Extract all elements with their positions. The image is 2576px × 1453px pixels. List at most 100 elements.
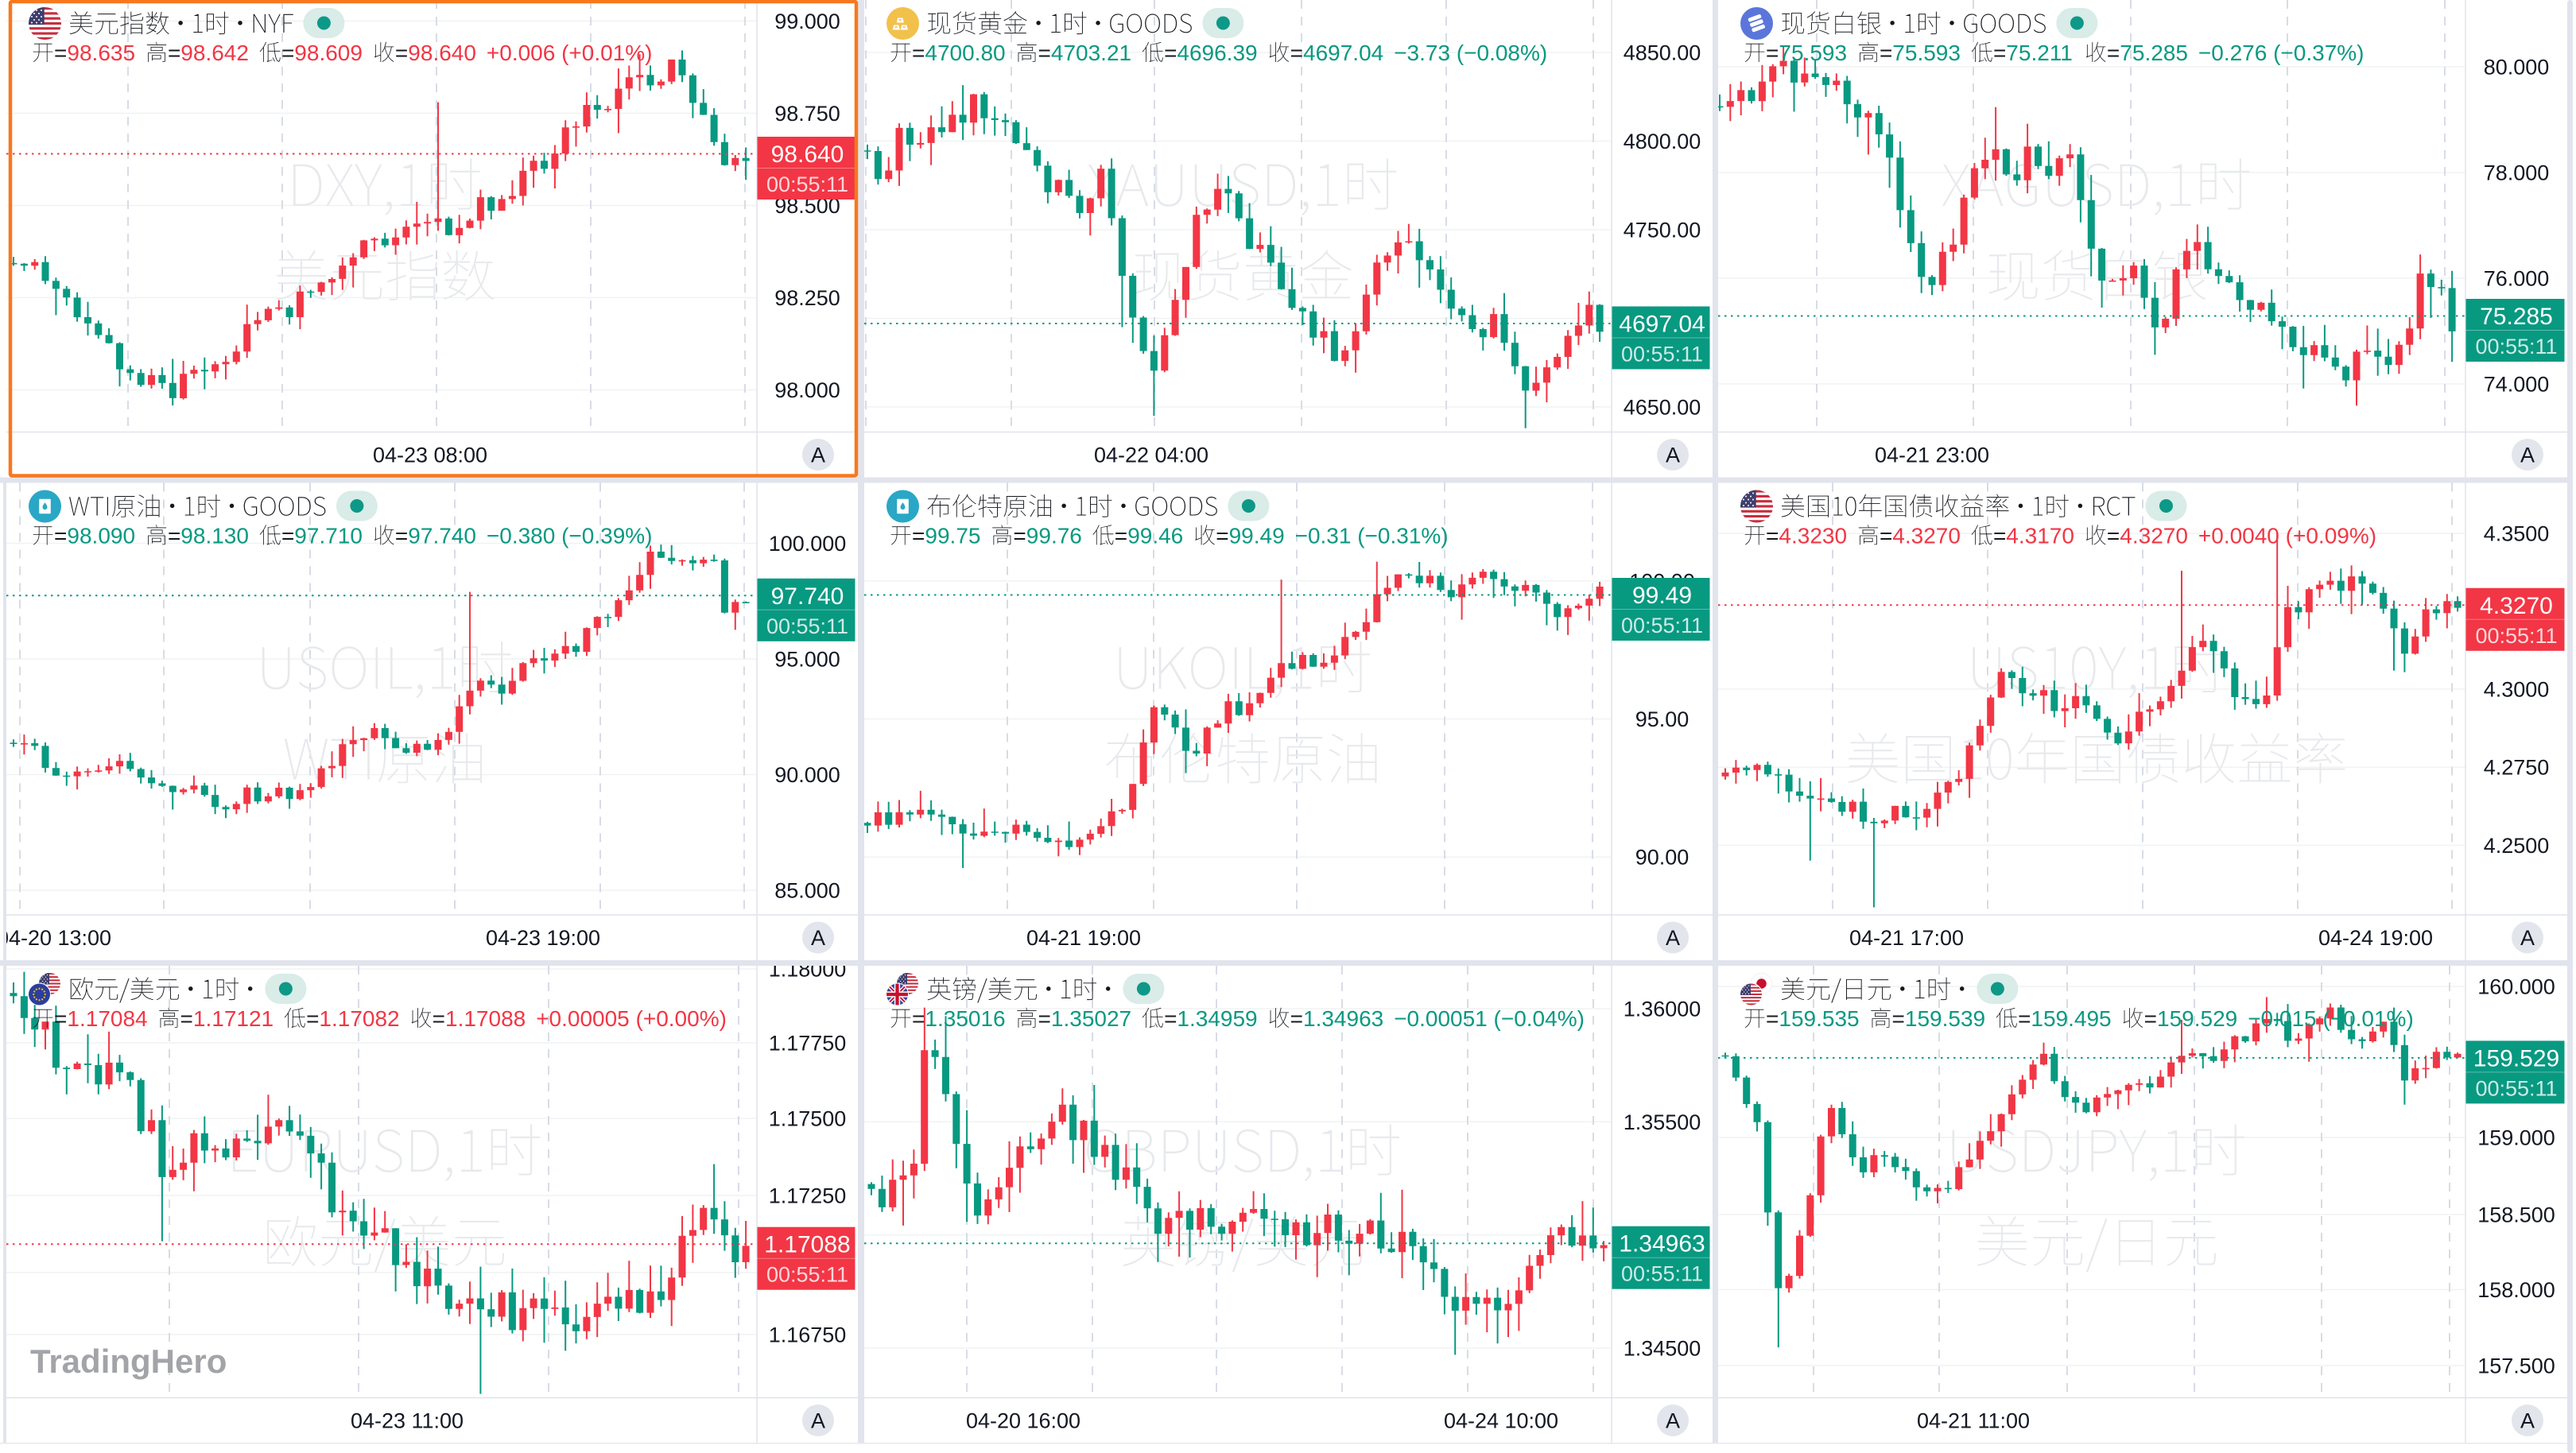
svg-text:98.130: 98.130	[180, 524, 249, 548]
svg-text:75.593: 75.593	[1779, 41, 1847, 65]
svg-text:=: =	[1164, 41, 1177, 65]
svg-text:1.34959: 1.34959	[1177, 1006, 1257, 1031]
svg-text:98.640: 98.640	[771, 141, 844, 168]
svg-text:04-24 19:00: 04-24 19:00	[2318, 926, 2433, 950]
svg-text:158.000: 158.000	[2477, 1278, 2555, 1302]
svg-text:=: =	[54, 524, 67, 548]
svg-text:04-21 17:00: 04-21 17:00	[1849, 926, 1964, 950]
svg-text:=: =	[1880, 524, 1892, 548]
svg-text:=: =	[912, 1006, 925, 1031]
svg-text:A: A	[1666, 444, 1680, 467]
svg-text:4750.00: 4750.00	[1624, 219, 1701, 242]
svg-text:04-20 16:00: 04-20 16:00	[966, 1409, 1080, 1433]
svg-text:1.34500: 1.34500	[1624, 1337, 1701, 1361]
svg-text:159.539: 159.539	[1905, 1006, 1985, 1031]
svg-text:=: =	[1766, 41, 1779, 65]
svg-text:100.000: 100.000	[769, 532, 847, 556]
svg-text:4696.39: 4696.39	[1177, 41, 1257, 65]
svg-text:1.17750: 1.17750	[769, 1032, 847, 1056]
svg-text:90.000: 90.000	[774, 763, 840, 787]
svg-text:98.000: 98.000	[774, 378, 840, 402]
svg-text:158.500: 158.500	[2477, 1203, 2555, 1227]
svg-text:−0.31 (−0.31%): −0.31 (−0.31%)	[1295, 524, 1449, 548]
svg-text:98.250: 98.250	[774, 286, 840, 310]
svg-text:98.609: 98.609	[294, 41, 363, 65]
svg-text:A: A	[2520, 444, 2535, 467]
svg-text:04-21 19:00: 04-21 19:00	[1026, 926, 1141, 950]
svg-text:4.3000: 4.3000	[2484, 677, 2550, 701]
svg-text:−0.276 (−0.37%): −0.276 (−0.37%)	[2198, 41, 2365, 65]
svg-text:=: =	[1290, 1006, 1303, 1031]
svg-text:1.35027: 1.35027	[1051, 1006, 1131, 1031]
svg-text:1.35016: 1.35016	[925, 1006, 1005, 1031]
svg-text:=: =	[1290, 41, 1303, 65]
svg-text:04-24 10:00: 04-24 10:00	[1444, 1409, 1558, 1433]
svg-text:99.49: 99.49	[1229, 524, 1285, 548]
svg-text:159.529: 159.529	[2157, 1006, 2237, 1031]
svg-text:98.090: 98.090	[67, 524, 135, 548]
svg-text:75.593: 75.593	[1892, 41, 1961, 65]
svg-text:99.76: 99.76	[1026, 524, 1082, 548]
svg-text:4697.04: 4697.04	[1619, 312, 1705, 338]
svg-text:1.17088: 1.17088	[764, 1232, 850, 1258]
svg-text:=: =	[1216, 524, 1228, 548]
svg-text:99.46: 99.46	[1127, 524, 1183, 548]
svg-text:75.285: 75.285	[2480, 304, 2553, 330]
svg-text:4.3230: 4.3230	[1779, 524, 1847, 548]
svg-text:90.00: 90.00	[1635, 846, 1690, 870]
svg-text:4850.00: 4850.00	[1624, 41, 1701, 65]
svg-text:=: =	[2107, 41, 2120, 65]
svg-text:=: =	[2107, 524, 2120, 548]
svg-text:4.3270: 4.3270	[2480, 593, 2553, 619]
svg-text:=: =	[1880, 41, 1892, 65]
svg-text:04-23 19:00: 04-23 19:00	[486, 926, 600, 950]
svg-text:−0.00051 (−0.04%): −0.00051 (−0.04%)	[1394, 1006, 1585, 1031]
svg-text:4703.21: 4703.21	[1051, 41, 1131, 65]
svg-text:99.000: 99.000	[774, 10, 840, 33]
svg-text:A: A	[811, 1409, 825, 1433]
svg-text:=: =	[180, 1006, 193, 1031]
svg-text:=: =	[168, 524, 180, 548]
svg-text:4.3270: 4.3270	[2120, 524, 2188, 548]
svg-text:A: A	[1666, 926, 1680, 950]
svg-text:=: =	[395, 524, 408, 548]
svg-text:1.17500: 1.17500	[769, 1107, 847, 1131]
svg-text:00:55:11: 00:55:11	[766, 172, 848, 196]
svg-text:=: =	[1038, 41, 1051, 65]
svg-text:=: =	[1892, 1006, 1905, 1031]
svg-text:97.710: 97.710	[294, 524, 363, 548]
svg-text:1.36000: 1.36000	[1624, 998, 1701, 1021]
svg-text:76.000: 76.000	[2484, 267, 2550, 291]
svg-text:75.285: 75.285	[2120, 41, 2188, 65]
svg-text:95.000: 95.000	[774, 648, 840, 672]
svg-text:+0.00005 (+0.00%): +0.00005 (+0.00%)	[536, 1006, 727, 1031]
svg-text:85.000: 85.000	[774, 879, 840, 903]
svg-text:−0.380 (−0.39%): −0.380 (−0.39%)	[487, 524, 653, 548]
svg-text:95.00: 95.00	[1635, 707, 1690, 731]
svg-text:04-23 08:00: 04-23 08:00	[373, 444, 487, 467]
svg-text:4.3270: 4.3270	[1892, 524, 1961, 548]
svg-text:=: =	[306, 1006, 319, 1031]
svg-text:4.2500: 4.2500	[2484, 834, 2550, 858]
svg-text:=: =	[912, 41, 925, 65]
svg-text:=: =	[54, 1006, 67, 1031]
svg-text:75.211: 75.211	[2006, 41, 2073, 65]
svg-text:99.75: 99.75	[925, 524, 980, 548]
svg-text:1.34963: 1.34963	[1619, 1231, 1705, 1257]
svg-text:04-23 11:00: 04-23 11:00	[351, 1409, 464, 1433]
svg-text:00:55:11: 00:55:11	[2475, 1076, 2557, 1100]
svg-text:80.000: 80.000	[2484, 56, 2550, 79]
svg-text:=: =	[2144, 1006, 2157, 1031]
svg-text:00:55:11: 00:55:11	[766, 1263, 848, 1287]
svg-text:=: =	[1038, 1006, 1051, 1031]
svg-text:00:55:11: 00:55:11	[1621, 343, 1703, 366]
svg-text:97.740: 97.740	[408, 524, 476, 548]
svg-text:74.000: 74.000	[2484, 373, 2550, 397]
svg-text:=: =	[1766, 1006, 1779, 1031]
svg-text:4.3170: 4.3170	[2006, 524, 2074, 548]
svg-text:1.17084: 1.17084	[67, 1006, 147, 1031]
svg-text:=: =	[1993, 41, 2006, 65]
svg-text:1.16750: 1.16750	[769, 1323, 847, 1347]
svg-text:00:55:11: 00:55:11	[2475, 335, 2557, 358]
svg-text:4700.80: 4700.80	[925, 41, 1005, 65]
